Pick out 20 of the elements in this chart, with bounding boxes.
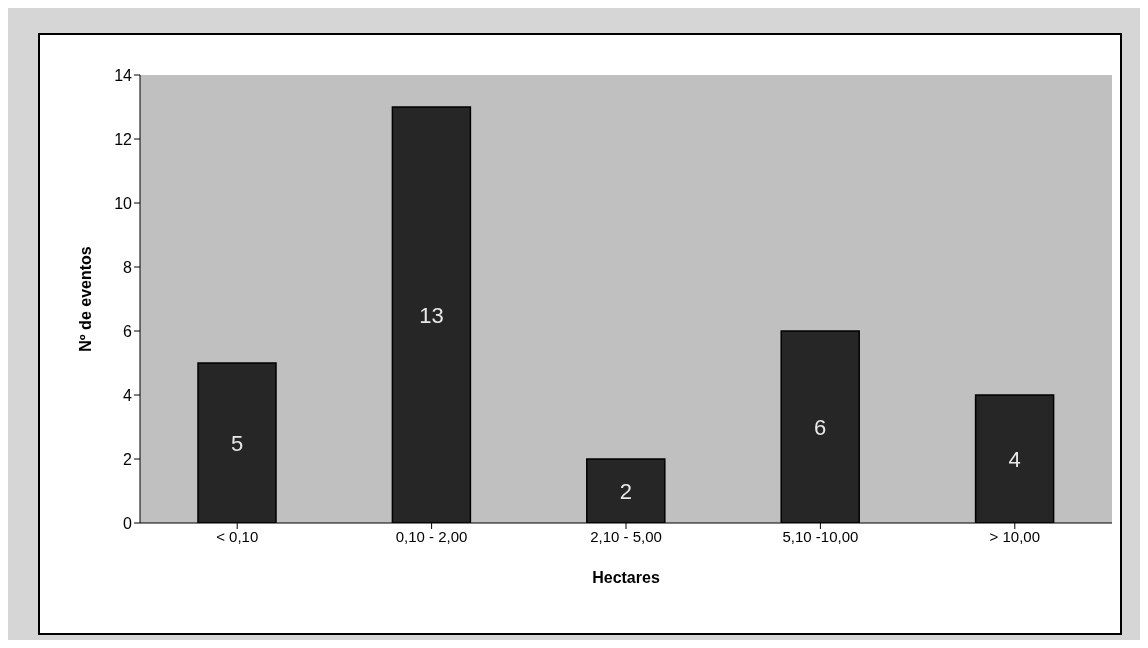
x-tick-label: < 0,10 [216,527,259,545]
y-tick-label: 12 [114,130,133,148]
x-axis-title: Hectares [592,569,660,586]
data-label: 6 [814,414,827,440]
data-label: 13 [419,302,444,328]
data-label: 5 [230,430,244,456]
data-label: 4 [1008,446,1021,472]
x-tick-label: 2,10 - 5,00 [590,527,662,545]
x-tick-label: 5,10 -10,00 [782,527,859,545]
y-tick-label: 8 [123,258,133,276]
y-tick-label: 14 [114,66,133,84]
y-tick-label: 2 [123,450,133,468]
y-axis-title: Nº de eventos [76,246,94,352]
x-tick-label: > 10,00 [989,527,1041,545]
y-tick-label: 6 [123,322,133,340]
y-tick-label: 0 [123,514,133,532]
y-tick-label: 10 [114,194,133,212]
y-tick-label: 4 [123,386,133,404]
x-tick-label: 0,10 - 2,00 [395,527,468,545]
data-label: 2 [619,478,632,504]
